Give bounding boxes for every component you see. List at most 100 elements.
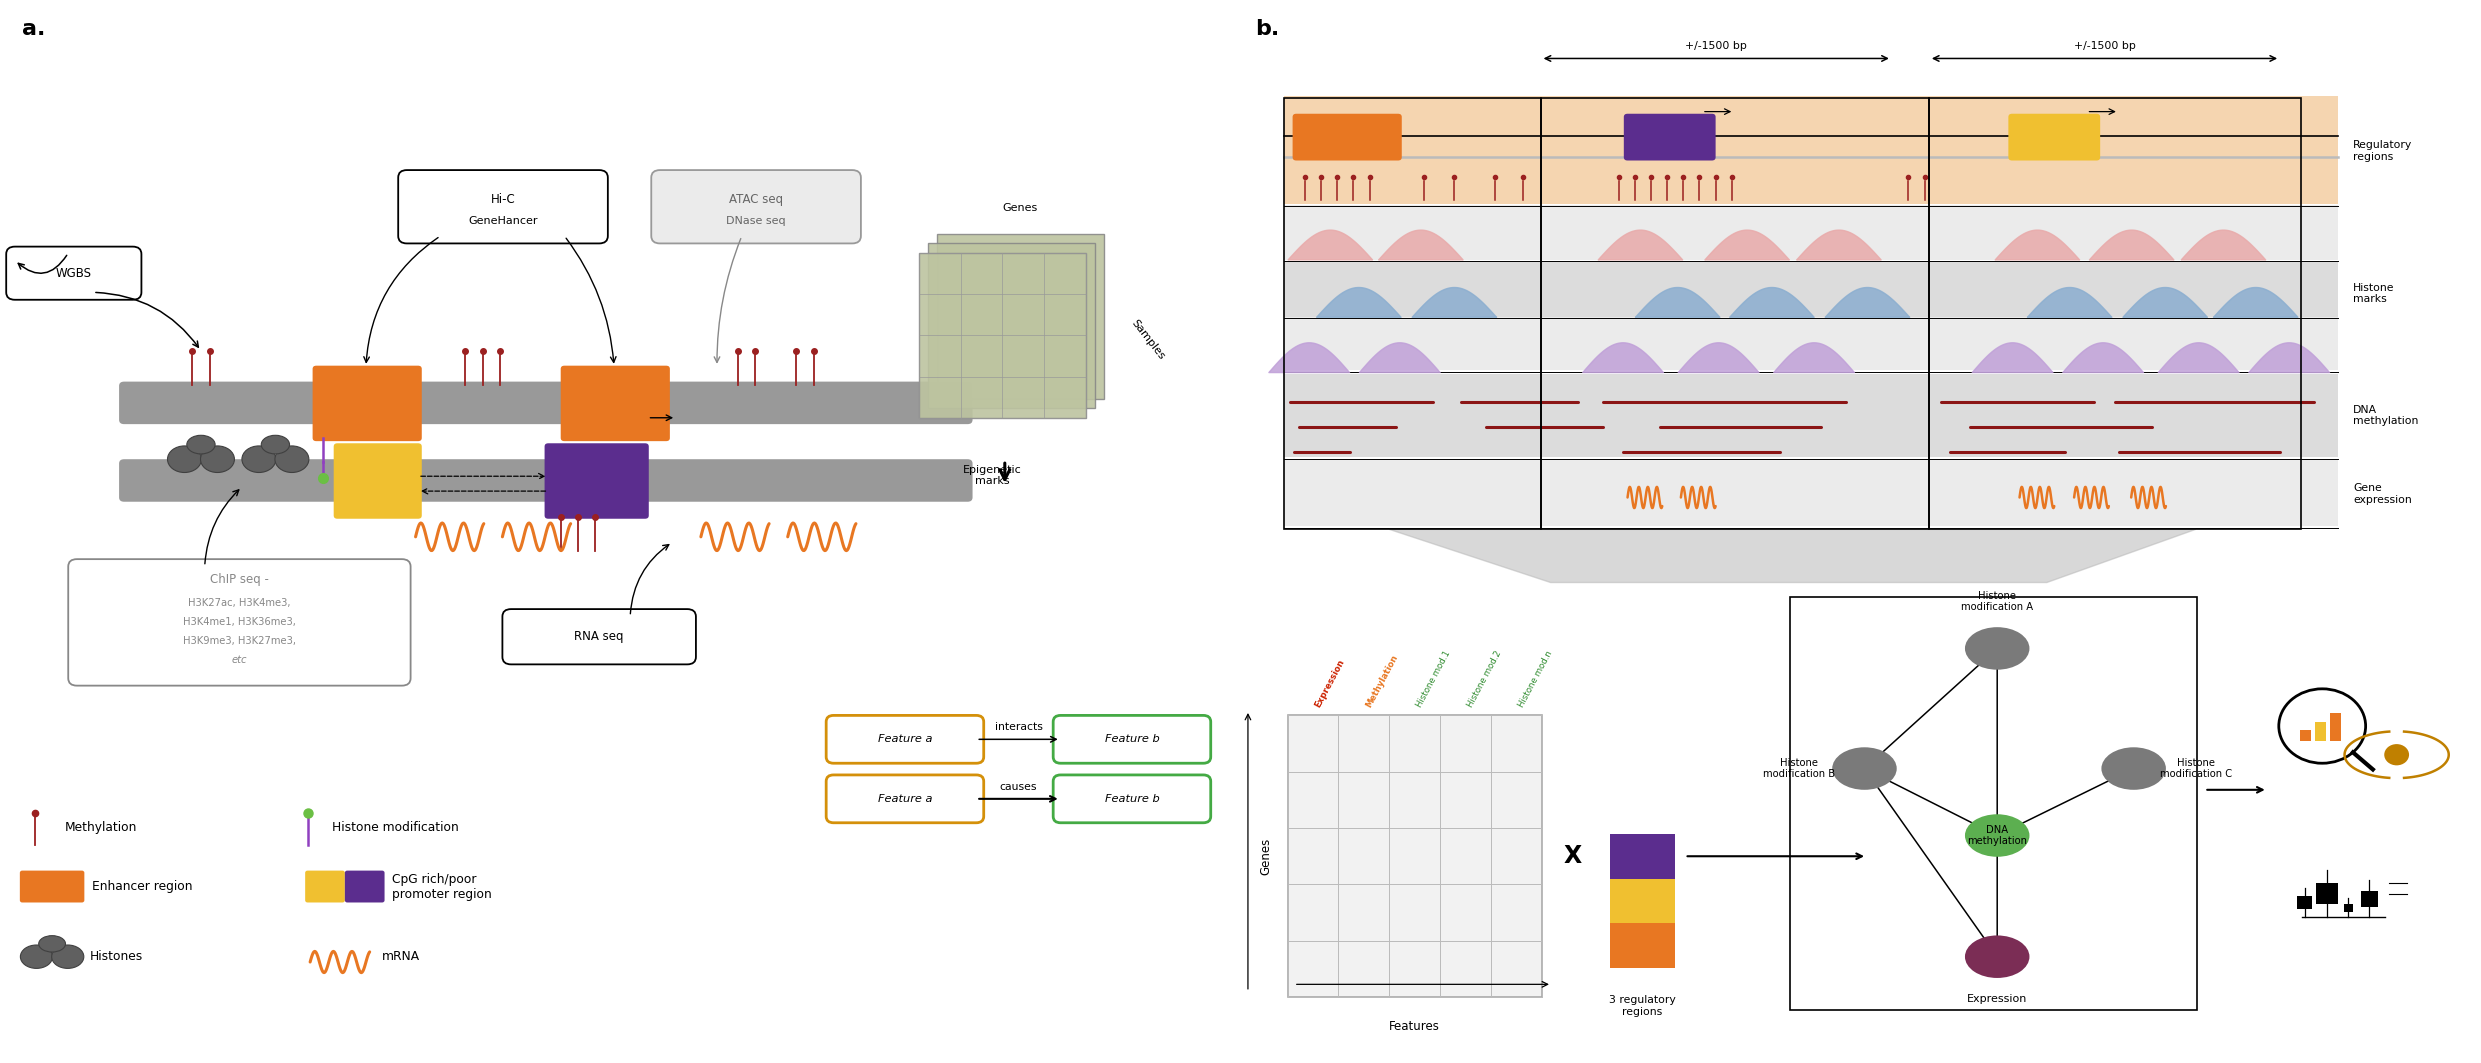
Text: DNA
methylation: DNA methylation <box>2354 405 2419 426</box>
Text: causes: causes <box>1000 782 1037 792</box>
Ellipse shape <box>52 945 84 968</box>
Text: b.: b. <box>1255 19 1280 39</box>
Text: Gene
expression: Gene expression <box>2354 484 2412 505</box>
FancyBboxPatch shape <box>1293 114 1402 161</box>
Ellipse shape <box>261 436 290 454</box>
Polygon shape <box>1389 529 2196 583</box>
Bar <box>938 234 1104 399</box>
Bar <box>2362 891 2379 907</box>
Bar <box>2300 730 2312 741</box>
Text: a.: a. <box>22 19 45 39</box>
Ellipse shape <box>169 446 201 472</box>
FancyBboxPatch shape <box>305 871 345 902</box>
Ellipse shape <box>1965 935 2029 978</box>
Text: ATAC seq: ATAC seq <box>729 193 784 206</box>
Text: H3K27ac, H3K4me3,: H3K27ac, H3K4me3, <box>189 597 290 608</box>
FancyBboxPatch shape <box>826 775 985 823</box>
FancyBboxPatch shape <box>20 871 84 902</box>
Bar <box>1285 261 2340 317</box>
Text: Feature b: Feature b <box>1104 735 1159 744</box>
FancyBboxPatch shape <box>1054 715 1211 763</box>
FancyBboxPatch shape <box>345 871 385 902</box>
Bar <box>928 243 1094 408</box>
Text: etc: etc <box>231 655 248 665</box>
Ellipse shape <box>201 446 233 472</box>
Text: Epigenetic
marks: Epigenetic marks <box>963 465 1022 486</box>
Text: H3K9me3, H3K27me3,: H3K9me3, H3K27me3, <box>184 636 295 646</box>
Bar <box>918 253 1087 418</box>
Text: X: X <box>1563 844 1583 868</box>
Text: Expression: Expression <box>1312 658 1347 709</box>
FancyBboxPatch shape <box>69 559 412 686</box>
Text: Features: Features <box>1389 1020 1441 1033</box>
Text: Histone mod.1: Histone mod.1 <box>1414 649 1451 709</box>
Text: Histone
modification A: Histone modification A <box>1960 591 2034 612</box>
Bar <box>2330 713 2342 741</box>
Text: Histone modification: Histone modification <box>332 821 459 833</box>
Text: Histone
marks: Histone marks <box>2354 283 2394 304</box>
Ellipse shape <box>1965 627 2029 670</box>
Text: Samples: Samples <box>1129 318 1166 362</box>
Bar <box>1285 460 2340 526</box>
Text: WGBS: WGBS <box>55 267 92 280</box>
Ellipse shape <box>1833 747 1898 790</box>
Text: Feature a: Feature a <box>878 735 933 744</box>
Text: Histone
modification C: Histone modification C <box>2158 758 2233 779</box>
Text: CpG rich/poor
promoter region: CpG rich/poor promoter region <box>392 873 491 900</box>
Text: +/-1500 bp: +/-1500 bp <box>1685 41 1747 51</box>
Bar <box>1610 878 1675 923</box>
Text: ChIP seq -: ChIP seq - <box>211 573 268 586</box>
Text: Methylation: Methylation <box>65 821 136 833</box>
Bar <box>1791 597 2198 1010</box>
Text: +/-1500 bp: +/-1500 bp <box>2074 41 2136 51</box>
Text: DNase seq: DNase seq <box>727 216 786 226</box>
Ellipse shape <box>186 436 216 454</box>
Bar <box>1285 374 2340 457</box>
FancyBboxPatch shape <box>561 366 670 441</box>
Text: Expression: Expression <box>1967 994 2027 1005</box>
Text: Histones: Histones <box>89 950 141 963</box>
Text: Methylation: Methylation <box>1365 653 1399 709</box>
FancyBboxPatch shape <box>399 170 608 243</box>
Text: Feature b: Feature b <box>1104 794 1159 804</box>
Text: RNA seq: RNA seq <box>576 630 623 643</box>
Text: Histone
modification B: Histone modification B <box>1762 758 1836 779</box>
Ellipse shape <box>243 446 275 472</box>
Text: GeneHancer: GeneHancer <box>469 216 538 226</box>
Circle shape <box>2384 744 2409 765</box>
Text: mRNA: mRNA <box>382 950 419 963</box>
FancyBboxPatch shape <box>1054 775 1211 823</box>
Text: DNA
methylation: DNA methylation <box>1967 825 2027 846</box>
Text: Hi-C: Hi-C <box>491 193 516 206</box>
FancyBboxPatch shape <box>5 247 141 300</box>
Bar <box>1285 205 2340 260</box>
Bar <box>1285 315 2340 370</box>
Text: 3 regulatory
regions: 3 regulatory regions <box>1610 995 1675 1016</box>
Text: Genes: Genes <box>1002 203 1037 213</box>
Bar <box>1288 715 1541 997</box>
Bar <box>1930 98 2302 529</box>
Bar <box>1285 96 2340 204</box>
Text: H3K4me1, H3K36me3,: H3K4me1, H3K36me3, <box>184 617 295 627</box>
FancyBboxPatch shape <box>501 609 695 664</box>
FancyBboxPatch shape <box>335 443 422 519</box>
Ellipse shape <box>40 935 65 952</box>
Ellipse shape <box>1965 814 2029 857</box>
Text: Histone mod.n: Histone mod.n <box>1516 649 1553 709</box>
FancyBboxPatch shape <box>546 443 650 519</box>
Bar <box>1541 98 1930 529</box>
Bar <box>2317 883 2340 904</box>
FancyBboxPatch shape <box>119 459 973 502</box>
FancyBboxPatch shape <box>650 170 861 243</box>
Text: Enhancer region: Enhancer region <box>92 880 194 893</box>
Ellipse shape <box>20 945 52 968</box>
Text: interacts: interacts <box>995 723 1042 732</box>
FancyBboxPatch shape <box>2010 114 2101 161</box>
Ellipse shape <box>2101 747 2166 790</box>
Ellipse shape <box>275 446 308 472</box>
FancyBboxPatch shape <box>1623 114 1717 161</box>
Text: Regulatory
regions: Regulatory regions <box>2354 140 2412 162</box>
Bar <box>1610 923 1675 967</box>
Text: Histone mod.2: Histone mod.2 <box>1466 649 1503 709</box>
Text: Genes: Genes <box>1260 838 1273 875</box>
